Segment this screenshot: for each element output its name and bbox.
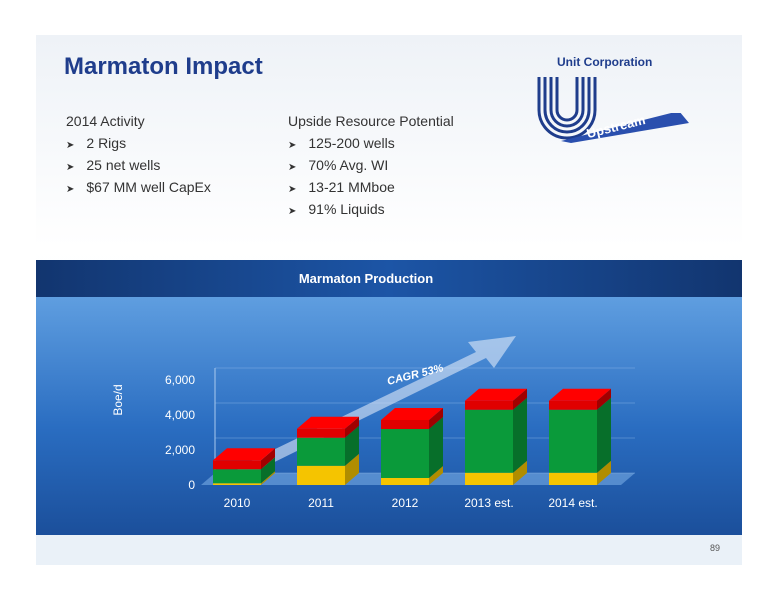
list-item: ➤ 25 net wells: [66, 157, 161, 173]
bar-side: [597, 388, 611, 410]
bar-side: [429, 408, 443, 429]
bar-segment: [297, 465, 345, 485]
x-tick-label: 2012: [392, 496, 419, 510]
arrow-bullet-icon: ➤: [66, 140, 75, 151]
bar-segment: [549, 472, 597, 485]
y-tick-label: 2,000: [165, 443, 195, 457]
bar-segment: [213, 469, 261, 484]
chart-title: Marmaton Production: [299, 271, 433, 286]
list-item: ➤ 13-21 MMboe: [288, 179, 395, 195]
x-tick-label: 2010: [224, 496, 251, 510]
bar-segment: [381, 420, 429, 429]
footer-strip: [36, 535, 742, 565]
bar-segment: [465, 472, 513, 485]
bar-side: [429, 417, 443, 478]
y-axis-label: Boe/d: [111, 384, 125, 415]
bar-side: [261, 448, 275, 470]
arrow-bullet-icon: ➤: [66, 162, 75, 173]
list-item: ➤ 125-200 wells: [288, 135, 395, 151]
bar-segment: [381, 429, 429, 478]
bar-side: [261, 457, 275, 484]
bar-segment: [549, 409, 597, 473]
bar-side: [513, 397, 527, 473]
bar-side: [597, 397, 611, 473]
list-item: ➤ $67 MM well CapEx: [66, 179, 211, 195]
unit-corporation-logo-icon: [537, 77, 597, 140]
upside-column: Upside Resource Potential ➤ 125-200 wells…: [288, 113, 454, 223]
x-tick-label: 2014 est.: [548, 496, 597, 510]
arrow-bullet-icon: ➤: [66, 184, 75, 195]
bar-segment: [213, 483, 261, 485]
page-number: 89: [709, 543, 720, 553]
x-tick-label: 2013 est.: [464, 496, 513, 510]
page-title: Marmaton Impact: [64, 53, 263, 80]
activity-column: 2014 Activity ➤ 2 Rigs ➤ 25 net wells ➤ $67…: [66, 113, 211, 201]
upside-heading: Upside Resource Potential: [288, 113, 454, 129]
bar-side: [597, 460, 611, 485]
bar-side: [429, 466, 443, 485]
x-tick-label: 2011: [308, 496, 334, 510]
list-item: ➤ 91% Liquids: [288, 201, 385, 217]
list-item: ➤ 70% Avg. WI: [288, 157, 389, 173]
slide: Marmaton Impact Unit Corporation Upstrea…: [36, 35, 742, 565]
upstream-label: Upstream: [585, 113, 647, 141]
bar-top: [381, 408, 443, 420]
bar-top: [465, 388, 527, 401]
bar-segment: [381, 478, 429, 485]
bar-segment: [213, 460, 261, 470]
activity-heading: 2014 Activity: [66, 113, 145, 129]
list-item: ➤ 2 Rigs: [66, 135, 127, 151]
bar-top: [297, 416, 359, 429]
y-tick-label: 6,000: [165, 373, 195, 387]
bar-side: [261, 471, 275, 485]
arrow-bullet-icon: ➤: [288, 184, 297, 195]
bar-top: [213, 448, 275, 461]
bar-side: [345, 416, 359, 438]
bar-segment: [465, 400, 513, 410]
bar-side: [345, 453, 359, 485]
arrow-bullet-icon: ➤: [288, 162, 297, 173]
logo-wordmark: Unit Corporation: [557, 55, 653, 69]
y-tick-label: 4,000: [165, 408, 195, 422]
bar-segment: [465, 409, 513, 473]
bar-segment: [549, 400, 597, 410]
bar-segment: [297, 437, 345, 466]
chart-header-band: [36, 260, 742, 302]
arrow-bullet-icon: ➤: [288, 206, 297, 217]
bar-top: [549, 388, 611, 401]
upstream-banner: Upstream: [561, 113, 689, 143]
bar-segment: [297, 428, 345, 438]
bar-side: [345, 425, 359, 466]
bar-side: [513, 388, 527, 410]
y-tick-label: 0: [188, 478, 195, 492]
arrow-bullet-icon: ➤: [288, 140, 297, 151]
bar-side: [513, 460, 527, 485]
